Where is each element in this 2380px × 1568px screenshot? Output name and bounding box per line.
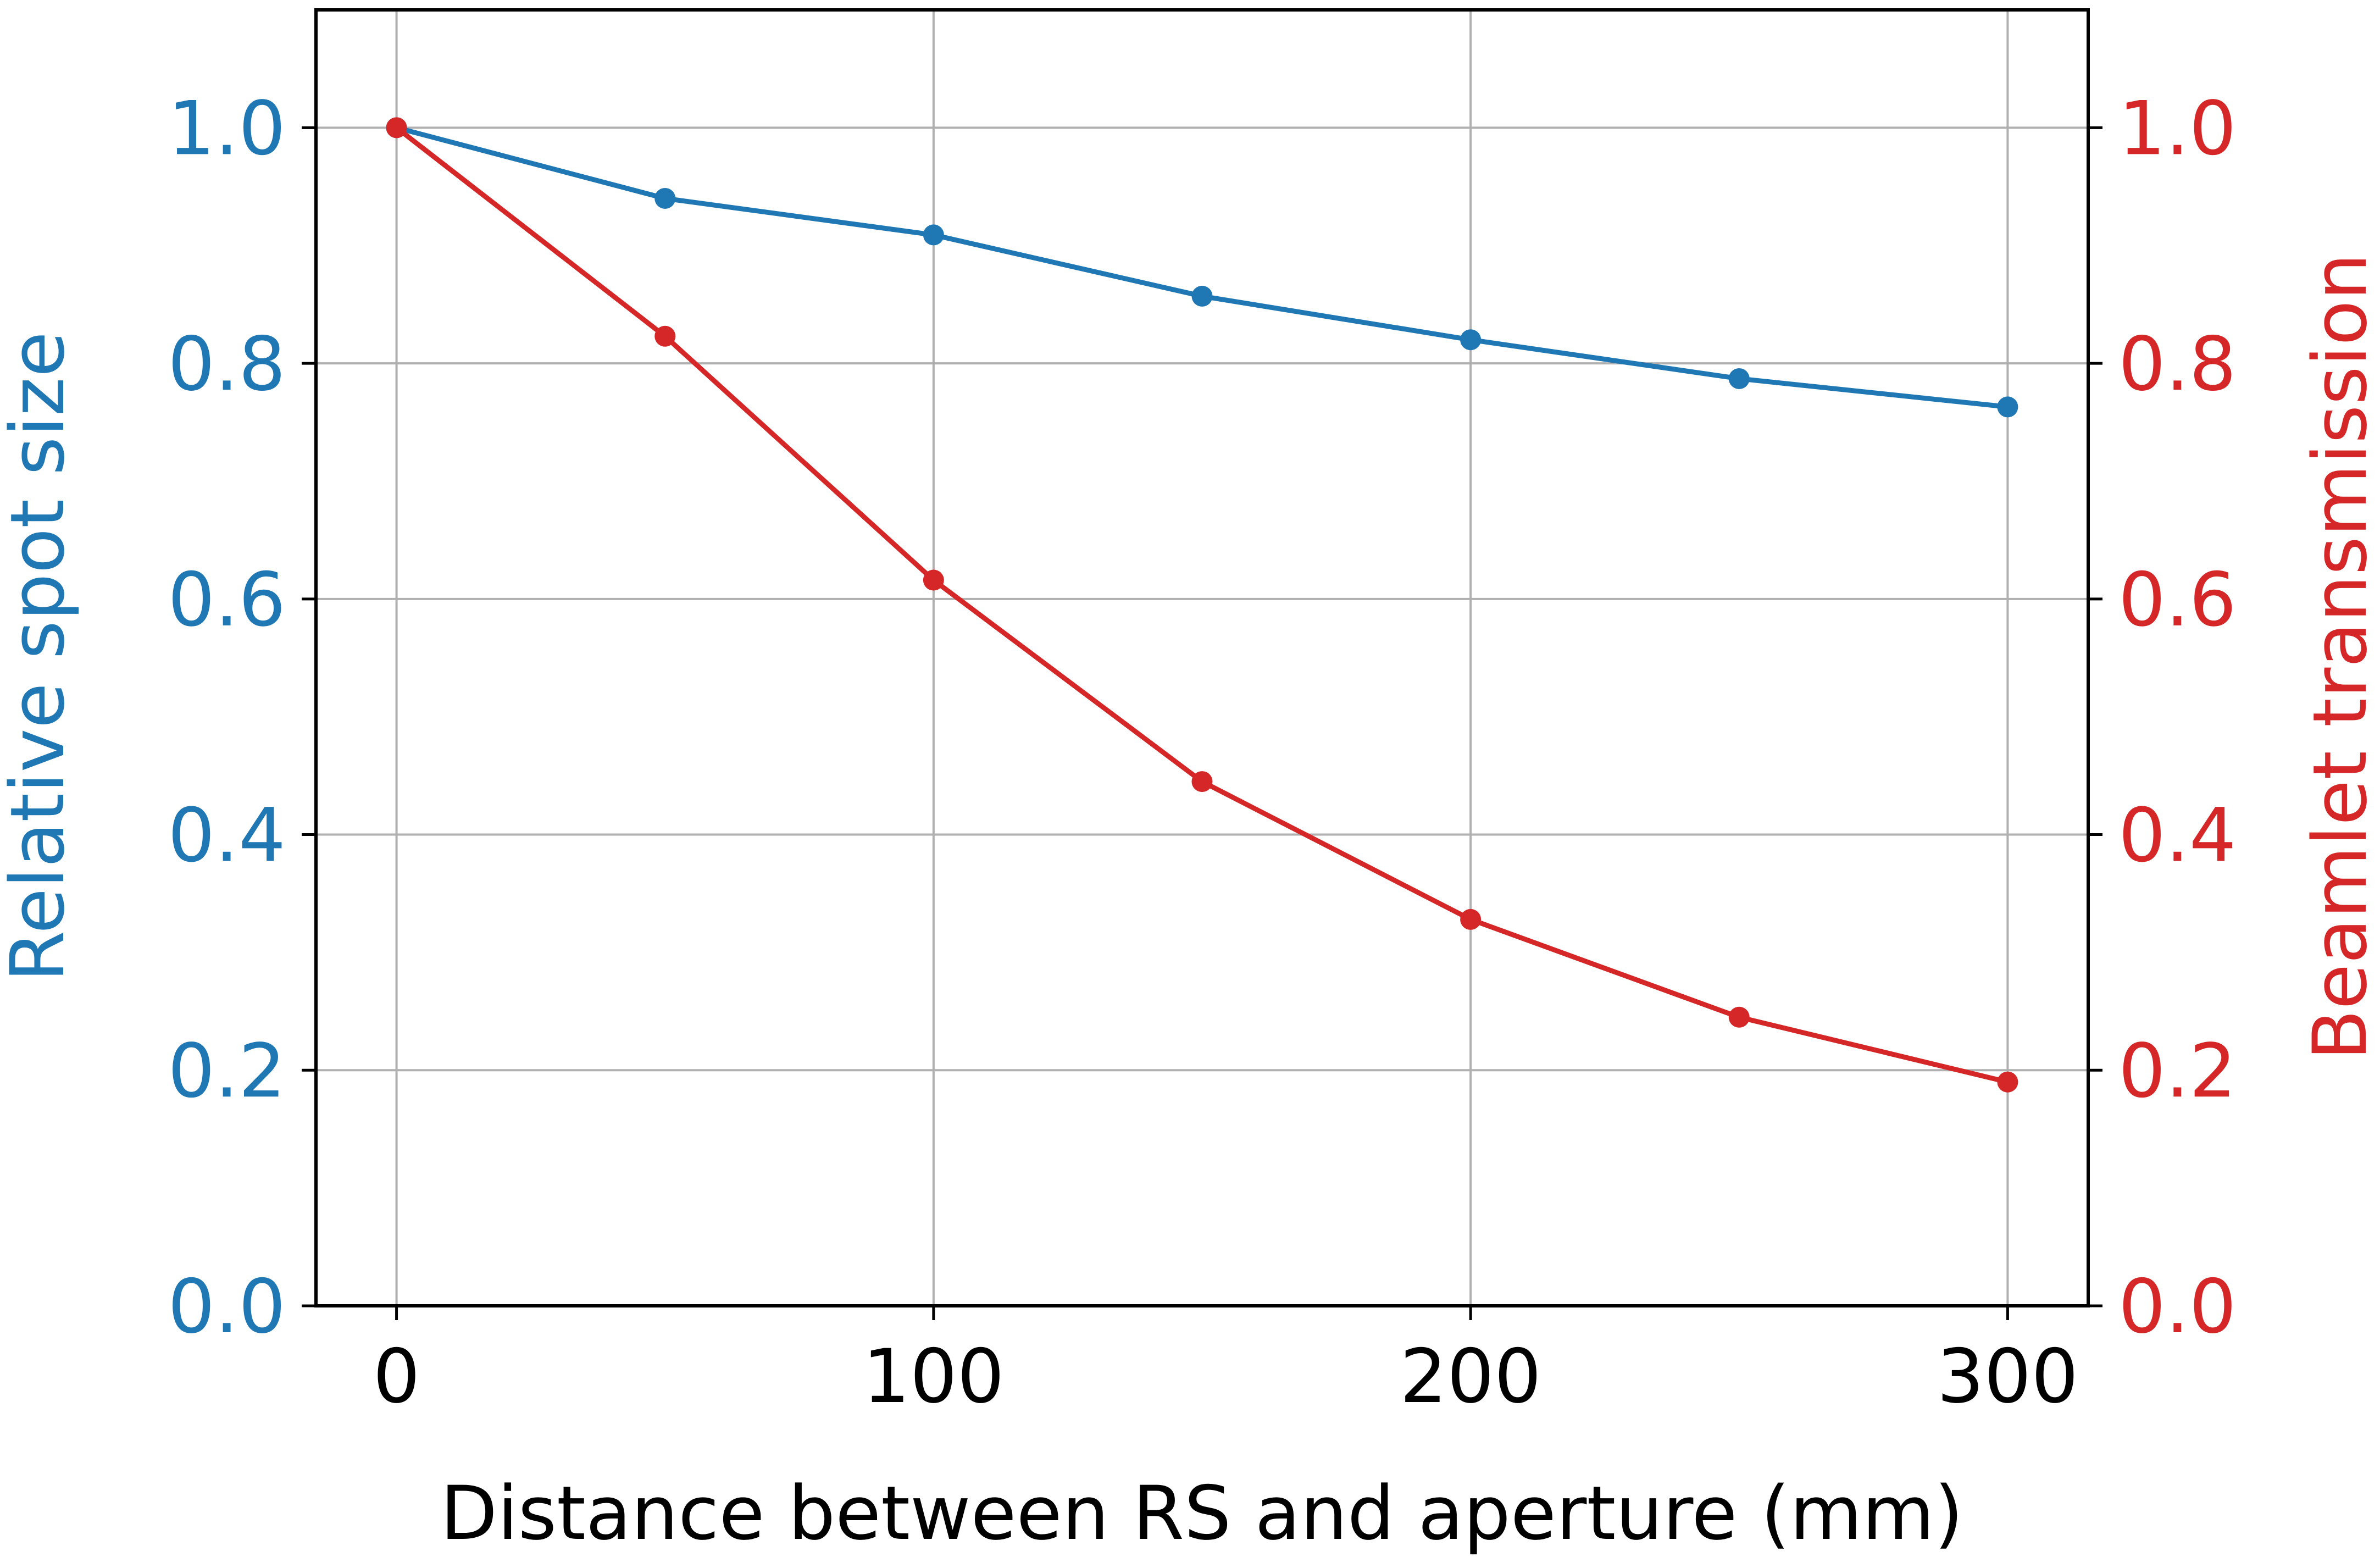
x-axis-label: Distance between RS and aperture (mm) (440, 1470, 1963, 1556)
beamlet-transmission-point (923, 569, 944, 591)
beamlet-transmission-point (1191, 771, 1213, 793)
right-y-tick-label: 0.2 (2118, 1028, 2237, 1114)
relative-spot-size-point (1460, 329, 1482, 351)
relative-spot-size-point (1728, 368, 1750, 389)
relative-spot-size-point (654, 187, 676, 209)
beamlet-transmission-point (1460, 908, 1482, 930)
left-y-tick-label: 1.0 (168, 85, 286, 171)
beamlet-transmission-point (1728, 1006, 1750, 1028)
right-y-tick-label: 0.6 (2118, 557, 2237, 643)
x-tick-label: 100 (863, 1333, 1005, 1420)
relative-spot-size-point (923, 224, 944, 246)
left-y-tick-label: 0.0 (168, 1264, 286, 1350)
left-y-axis-label: Relative spot size (0, 331, 81, 982)
left-y-tick-label: 0.6 (168, 557, 286, 643)
left-y-tick-label: 0.8 (168, 321, 286, 407)
right-y-tick-label: 0.0 (2118, 1264, 2237, 1350)
beamlet-transmission-line (395, 125, 2009, 1085)
x-tick-label: 300 (1937, 1333, 2079, 1420)
relative-spot-size-line (396, 125, 2008, 409)
grid (316, 10, 2088, 1307)
beamlet-transmission-point (1997, 1071, 2018, 1093)
plot-frame (314, 8, 2090, 1307)
relative-spot-size-point (1997, 396, 2018, 418)
right-y-tick-label: 1.0 (2118, 85, 2237, 171)
x-tick-label: 200 (1400, 1333, 1541, 1420)
beamlet-transmission-point (654, 325, 676, 347)
ticks: 0 100 200 300 0.0 0.0 0.2 0.2 0.4 0.4 0.6 0.6 0.8 0.8… (168, 85, 2236, 1420)
beamlet-transmission-point (386, 117, 407, 138)
series-layer (386, 117, 2018, 1093)
right-y-tick-label: 0.4 (2118, 793, 2237, 879)
right-y-tick-label: 0.8 (2118, 321, 2237, 407)
x-tick-label: 0 (373, 1333, 420, 1420)
left-y-tick-label: 0.2 (168, 1028, 286, 1114)
right-y-axis-label: Beamlet transmission (2297, 253, 2380, 1061)
relative-spot-size-point (1191, 285, 1213, 307)
left-y-tick-label: 0.4 (168, 793, 286, 879)
